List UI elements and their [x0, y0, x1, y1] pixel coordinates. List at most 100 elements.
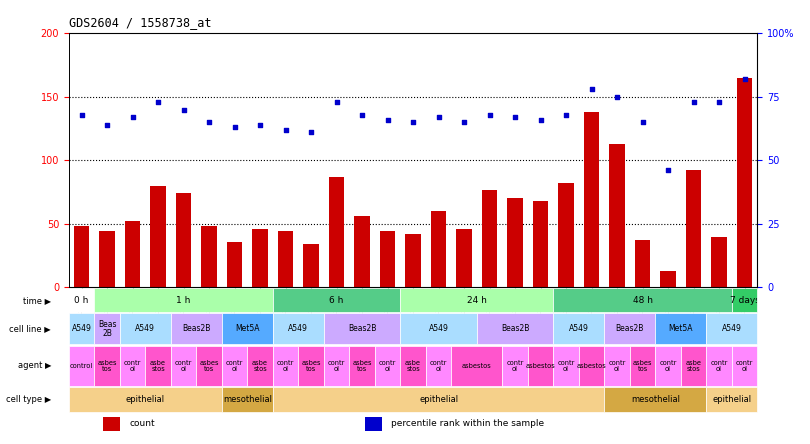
- Bar: [273, 313, 324, 345]
- Bar: [635, 240, 650, 287]
- Text: Beas2B: Beas2B: [501, 325, 529, 333]
- Bar: [355, 216, 369, 287]
- Text: asbes
tos: asbes tos: [633, 360, 652, 372]
- Text: epithelial: epithelial: [126, 395, 165, 404]
- Point: [687, 98, 700, 105]
- Bar: [74, 226, 89, 287]
- Bar: [558, 183, 573, 287]
- Bar: [732, 288, 757, 312]
- Text: cell line ▶: cell line ▶: [9, 325, 51, 333]
- Point: [407, 119, 420, 126]
- Point: [330, 98, 343, 105]
- Bar: [349, 346, 375, 386]
- Bar: [202, 226, 217, 287]
- Bar: [426, 346, 451, 386]
- Bar: [604, 387, 706, 412]
- Text: epithelial: epithelial: [712, 395, 752, 404]
- Point: [356, 111, 369, 118]
- Bar: [171, 346, 196, 386]
- Point: [458, 119, 471, 126]
- Bar: [196, 346, 222, 386]
- Bar: [451, 346, 502, 386]
- Bar: [457, 229, 471, 287]
- Bar: [609, 144, 625, 287]
- Point: [228, 124, 241, 131]
- Point: [432, 114, 445, 121]
- Bar: [171, 313, 222, 345]
- Bar: [273, 288, 400, 312]
- Point: [75, 111, 88, 118]
- Text: mesothelial: mesothelial: [223, 395, 272, 404]
- Bar: [324, 346, 349, 386]
- Bar: [151, 186, 166, 287]
- Bar: [324, 313, 400, 345]
- Bar: [711, 237, 727, 287]
- Bar: [298, 346, 324, 386]
- Point: [738, 75, 751, 83]
- Text: contr
ol: contr ol: [736, 360, 753, 372]
- Bar: [507, 198, 522, 287]
- Text: A549: A549: [71, 325, 92, 333]
- Text: A549: A549: [722, 325, 742, 333]
- Text: A549: A549: [428, 325, 449, 333]
- Text: asbestos: asbestos: [526, 363, 556, 369]
- Bar: [304, 244, 319, 287]
- Text: asbestos: asbestos: [462, 363, 492, 369]
- Bar: [222, 387, 273, 412]
- Bar: [94, 346, 120, 386]
- Bar: [120, 346, 145, 386]
- Bar: [630, 346, 655, 386]
- Bar: [176, 193, 191, 287]
- Point: [662, 167, 675, 174]
- Text: Met5A: Met5A: [668, 325, 693, 333]
- Bar: [706, 313, 757, 345]
- Bar: [502, 346, 528, 386]
- Bar: [69, 288, 94, 312]
- Text: asbe
stos: asbe stos: [685, 360, 701, 372]
- Text: GDS2604 / 1558738_at: GDS2604 / 1558738_at: [69, 16, 211, 29]
- Bar: [528, 346, 553, 386]
- Bar: [477, 313, 553, 345]
- Text: time ▶: time ▶: [23, 296, 51, 305]
- Text: percentile rank within the sample: percentile rank within the sample: [391, 419, 544, 428]
- Point: [100, 121, 113, 128]
- Point: [151, 98, 164, 105]
- Point: [177, 106, 190, 113]
- Bar: [247, 346, 273, 386]
- Point: [611, 93, 624, 100]
- Text: contr
ol: contr ol: [175, 360, 192, 372]
- Bar: [584, 112, 599, 287]
- Bar: [482, 190, 497, 287]
- Text: contr
ol: contr ol: [506, 360, 524, 372]
- Point: [382, 116, 394, 123]
- Bar: [400, 288, 553, 312]
- Text: contr
ol: contr ol: [608, 360, 626, 372]
- Text: asbes
tos: asbes tos: [352, 360, 372, 372]
- Bar: [104, 416, 121, 431]
- Text: agent ▶: agent ▶: [18, 361, 51, 370]
- Point: [509, 114, 522, 121]
- Bar: [406, 234, 420, 287]
- Point: [585, 86, 598, 93]
- Text: Beas
2B: Beas 2B: [98, 320, 117, 337]
- Text: contr
ol: contr ol: [328, 360, 345, 372]
- Text: Beas2B: Beas2B: [348, 325, 377, 333]
- Text: asbe
stos: asbe stos: [252, 360, 268, 372]
- Text: 0 h: 0 h: [75, 296, 89, 305]
- Bar: [706, 387, 757, 412]
- Point: [560, 111, 573, 118]
- Bar: [660, 271, 676, 287]
- Text: contr
ol: contr ol: [710, 360, 728, 372]
- Bar: [553, 288, 732, 312]
- Bar: [681, 346, 706, 386]
- Bar: [278, 231, 293, 287]
- Text: cell type ▶: cell type ▶: [6, 395, 51, 404]
- Text: 7 days: 7 days: [730, 296, 760, 305]
- Bar: [227, 242, 242, 287]
- Bar: [380, 231, 395, 287]
- Bar: [400, 346, 426, 386]
- Text: A549: A549: [135, 325, 156, 333]
- Point: [483, 111, 496, 118]
- Text: Beas2B: Beas2B: [616, 325, 644, 333]
- Text: contr
ol: contr ol: [659, 360, 677, 372]
